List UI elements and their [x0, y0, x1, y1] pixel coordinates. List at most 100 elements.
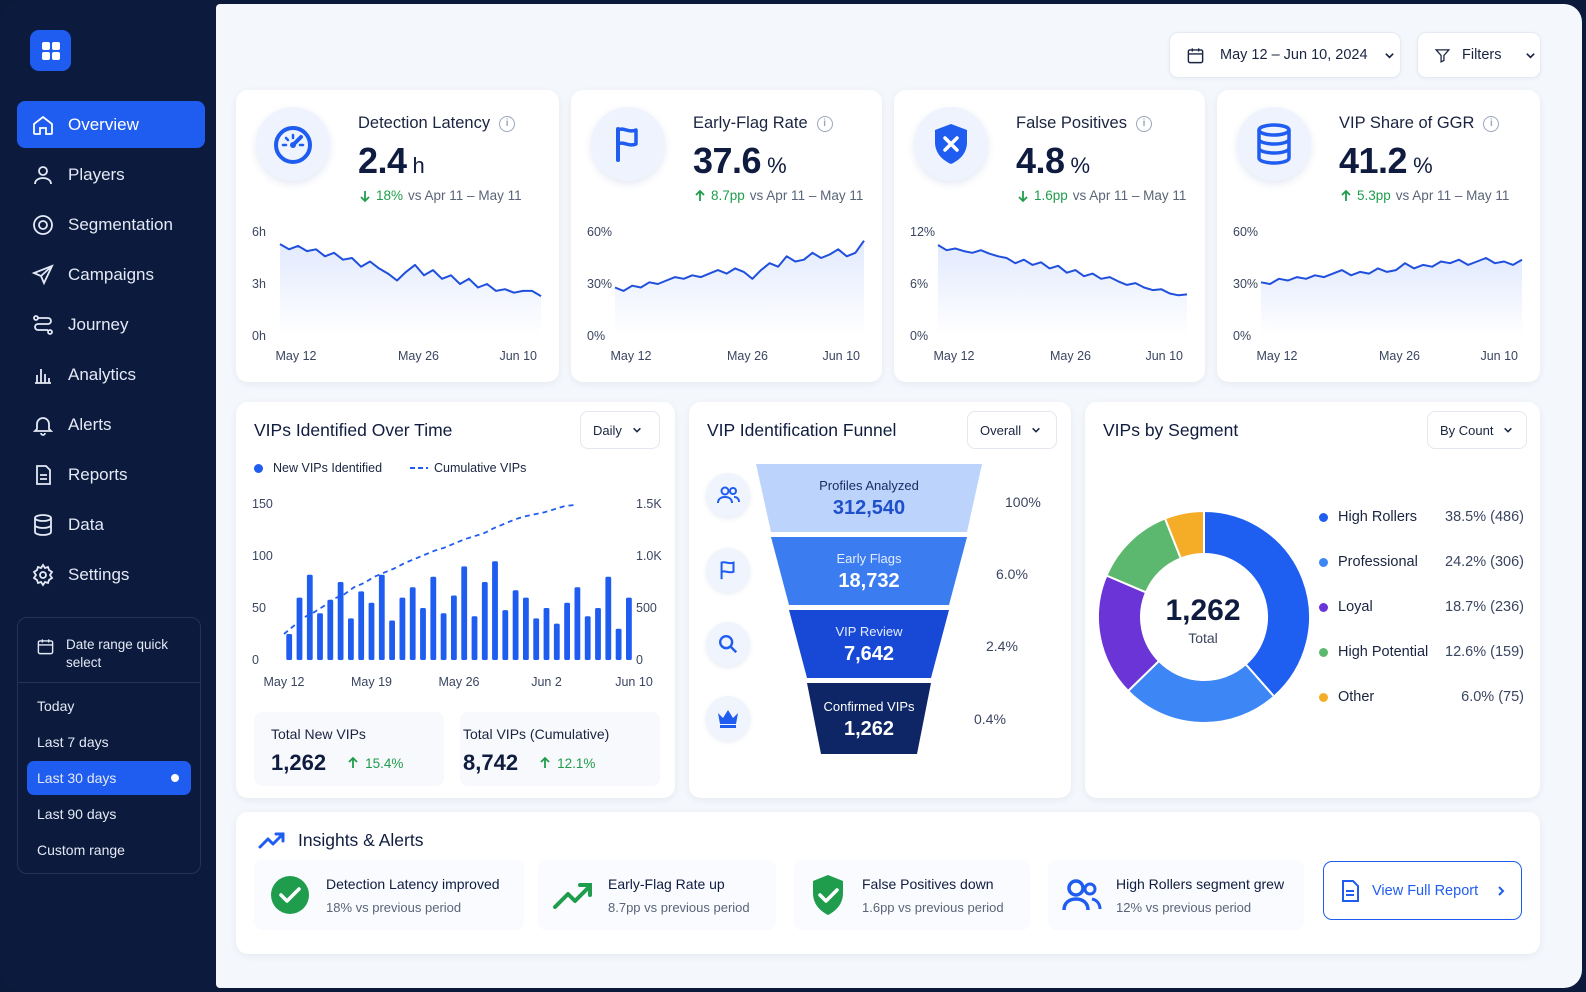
funnel-stage-value: 312,540 [832, 497, 906, 519]
check-circle-icon [271, 876, 309, 914]
calendar-icon [1187, 47, 1204, 63]
view-full-report-button[interactable]: View Full Report [1323, 861, 1522, 920]
arrow-up-icon [695, 189, 705, 201]
insight-item[interactable]: False Positives down 1.6pp vs previous pe… [794, 860, 1030, 930]
insight-text: Early-Flag Rate up 8.7pp vs previous peri… [608, 876, 750, 915]
x-tick-label: Jun 10 [615, 675, 653, 689]
card-title: VIPs by Segment [1103, 420, 1239, 440]
bar-new-vips [358, 591, 365, 660]
segment-mode-dropdown[interactable]: By Count [1427, 411, 1527, 449]
sparkline-area [1261, 258, 1522, 336]
dropdown-value: Overall [980, 422, 1022, 438]
y-left-tick-label: 0 [252, 653, 259, 667]
quick-option-label: Last 7 days [37, 734, 109, 750]
donut-total: 1,262 [1165, 594, 1241, 627]
report-button-label: View Full Report [1372, 882, 1479, 899]
legend-item: Professional 24.2% (306) [1319, 554, 1524, 570]
insight-item[interactable]: Early-Flag Rate up 8.7pp vs previous peri… [538, 860, 776, 930]
insights-card: Insights & Alerts Detection Latency impr… [236, 812, 1540, 954]
kpi-icon-wrap [1237, 107, 1311, 181]
date-range-picker[interactable]: May 12 – Jun 10, 2024 [1169, 32, 1401, 78]
nav-label: Journey [68, 314, 129, 334]
info-icon[interactable]: i [499, 115, 516, 132]
kpi-icon-wrap [256, 107, 330, 181]
kpi-card-false-positives: False Positives i 4.8% 1.6pp vs Apr 11 – M… [894, 90, 1205, 382]
insight-title: Detection Latency improved [326, 875, 500, 892]
y-tick-label: 30% [1233, 277, 1258, 291]
kpi-delta: 18% vs Apr 11 – May 11 [358, 188, 522, 203]
sparkline-line [937, 244, 1188, 297]
arrow-up-icon [1341, 189, 1351, 201]
nav-item-data[interactable]: Data [17, 501, 205, 548]
quick-option-custom[interactable]: Custom range [27, 833, 191, 867]
x-tick-label: May 12 [1257, 349, 1298, 363]
sparkline-area [615, 240, 864, 336]
quick-select-title: Date range quick select [66, 637, 169, 670]
quick-option-today[interactable]: Today [27, 689, 191, 723]
nav-item-segmentation[interactable]: Segmentation [17, 201, 205, 248]
card-title: VIP Identification Funnel [707, 420, 897, 440]
bar-new-vips [512, 590, 519, 660]
nav-label: Overview [68, 114, 139, 134]
kpi-unit: % [767, 153, 787, 178]
kpi-delta-value: 5.3pp [1357, 188, 1391, 203]
selected-dot [171, 774, 179, 782]
kpi-title-text: Early-Flag Rate [693, 114, 808, 132]
nav-item-alerts[interactable]: Alerts [17, 401, 205, 448]
total-new-vips: Total New VIPs 1,262 15.4% [254, 712, 444, 786]
arrow-up-icon [540, 756, 550, 768]
info-icon[interactable]: i [1483, 115, 1500, 132]
kpi-delta: 1.6pp vs Apr 11 – May 11 [1016, 188, 1186, 203]
quick-option-last-7[interactable]: Last 7 days [27, 725, 191, 759]
kpi-value-number: 37.6 [693, 140, 762, 181]
nav-item-analytics[interactable]: Analytics [17, 351, 205, 398]
gear-icon [32, 562, 54, 587]
app-logo[interactable] [30, 30, 71, 71]
legend-label: Cumulative VIPs [434, 461, 527, 475]
nav-item-reports[interactable]: Reports [17, 451, 205, 498]
quick-option-label: Last 90 days [37, 806, 117, 822]
insight-title: High Rollers segment grew [1116, 875, 1285, 892]
funnel-scope-dropdown[interactable]: Overall [967, 411, 1057, 449]
vips-by-segment-card: VIPs by Segment By Count 1,262 Total Hig… [1085, 402, 1540, 798]
dropdown-value: By Count [1440, 422, 1494, 438]
y-left-tick-label: 150 [252, 497, 273, 511]
kpi-card-detection-latency: Detection Latency i 2.4 h 18% vs Apr 11 – M… [236, 90, 559, 382]
funnel-stage-value: 1,262 [843, 718, 895, 740]
nav-item-overview[interactable]: Overview [17, 101, 205, 148]
filters-button[interactable]: Filters [1417, 32, 1541, 78]
nav-label: Settings [68, 564, 130, 584]
insight-text: Detection Latency improved 18% vs previou… [326, 876, 500, 915]
kpi-value-number: 41.2 [1339, 140, 1408, 181]
quick-option-last-30[interactable]: Last 30 days [27, 761, 191, 795]
bar-new-vips [368, 602, 375, 660]
x-tick-label: May 12 [611, 349, 652, 363]
funnel-label-review: VIP Review 7,642 [759, 624, 979, 666]
info-icon[interactable]: i [816, 115, 833, 132]
funnel-stage-name: VIP Review [835, 624, 903, 639]
nav-item-campaigns[interactable]: Campaigns [17, 251, 205, 298]
kpi-icon-wrap [914, 107, 988, 181]
nav-item-journey[interactable]: Journey [17, 301, 205, 348]
bar-new-vips [337, 582, 344, 660]
nav-label: Campaigns [68, 264, 154, 284]
nav-item-players[interactable]: Players [17, 151, 205, 198]
insight-item[interactable]: High Rollers segment grew 12% vs previous… [1048, 860, 1304, 930]
legend-name: Loyal [1338, 599, 1373, 615]
nav-item-settings[interactable]: Settings [17, 551, 205, 598]
legend-name: High Rollers [1338, 509, 1417, 525]
y-tick-label: 0h [252, 329, 266, 343]
legend-dot [254, 463, 263, 473]
quick-option-label: Last 30 days [37, 770, 117, 786]
quick-option-last-90[interactable]: Last 90 days [27, 797, 191, 831]
insight-item[interactable]: Detection Latency improved 18% vs previou… [254, 860, 524, 930]
insight-sub: 12% vs previous period [1116, 899, 1252, 915]
info-icon[interactable]: i [1135, 115, 1152, 132]
kpi-delta-value: 8.7pp [711, 188, 745, 203]
bar-new-vips [595, 608, 601, 660]
bar-new-vips [461, 566, 468, 660]
granularity-dropdown[interactable]: Daily [580, 411, 660, 449]
funnel-stage-name: Early Flags [836, 551, 902, 566]
funnel-icon-review [706, 622, 750, 666]
